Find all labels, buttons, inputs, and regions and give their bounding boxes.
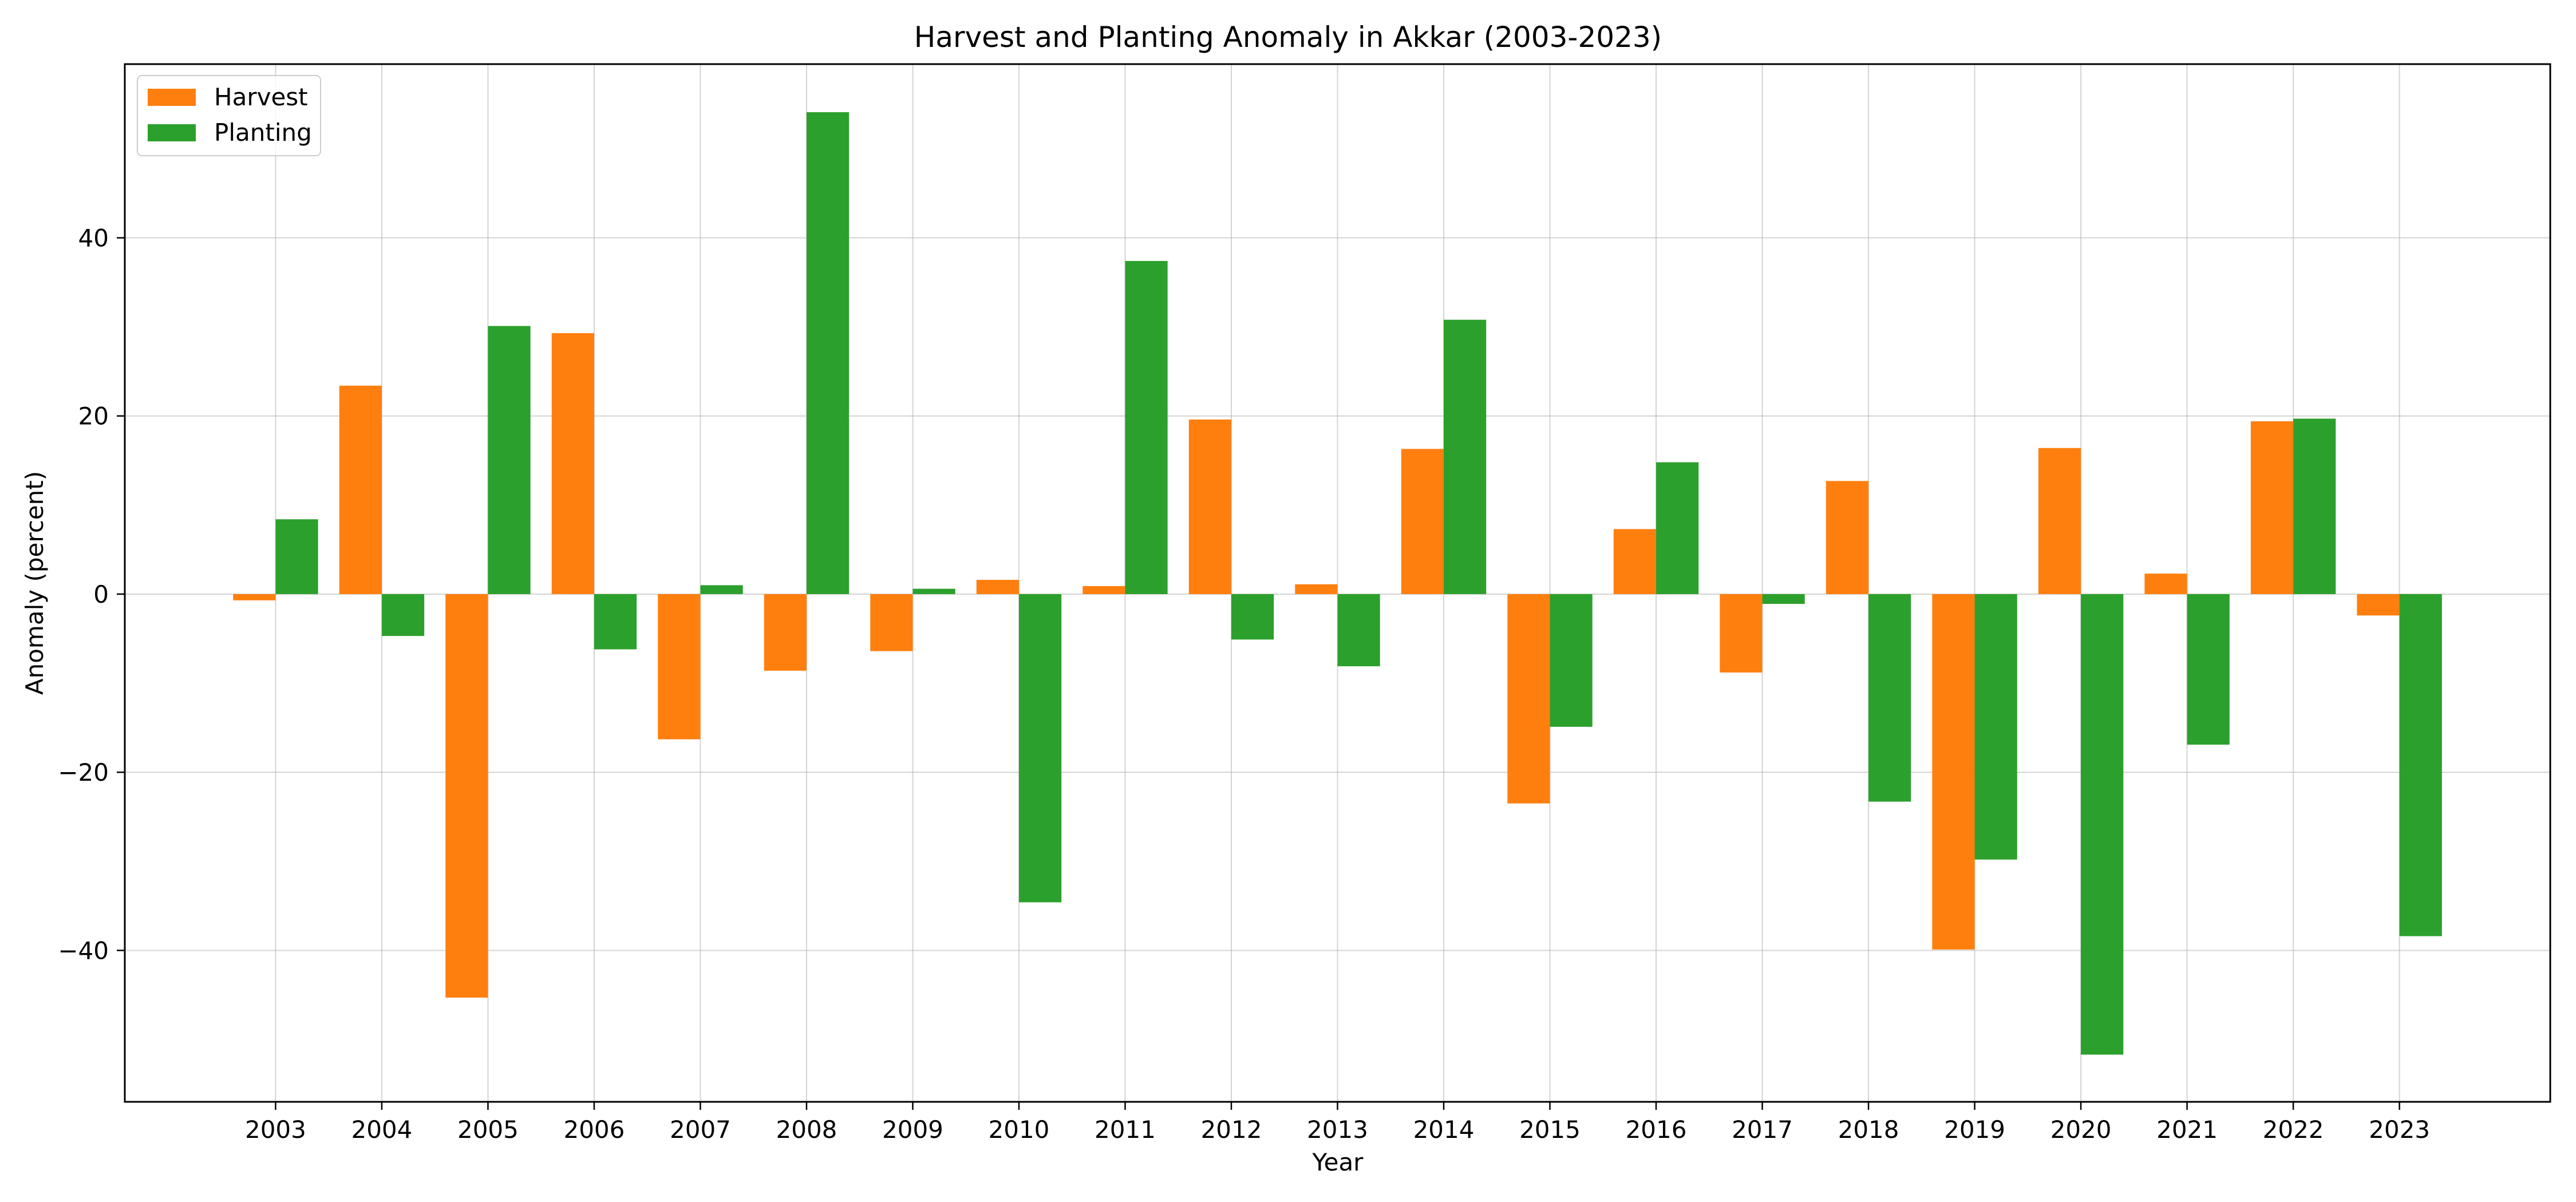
- x-tick-label: 2004: [351, 1116, 412, 1144]
- x-tick-label: 2016: [1626, 1116, 1687, 1144]
- harvest-bar-2012: [1188, 419, 1231, 594]
- harvest-bar-2022: [2250, 421, 2294, 594]
- x-tick-label: 2017: [1732, 1116, 1793, 1144]
- legend-label-harvest: Harvest: [214, 83, 308, 111]
- x-tick-label: 2015: [1519, 1116, 1581, 1144]
- harvest-bar-2010: [976, 580, 1019, 594]
- harvest-bar-2019: [1932, 594, 1975, 950]
- harvest-bar-2020: [2038, 448, 2081, 594]
- planting-bar-2018: [1868, 594, 1911, 802]
- harvest-bar-2018: [1826, 481, 1869, 594]
- y-tick-label: −40: [58, 936, 109, 964]
- harvest-bar-2004: [339, 385, 382, 594]
- planting-bar-2006: [594, 594, 637, 650]
- planting-bar-2009: [912, 588, 955, 594]
- x-tick-label: 2012: [1201, 1116, 1262, 1144]
- x-tick-label: 2019: [1944, 1116, 2005, 1144]
- planting-bar-2011: [1125, 260, 1168, 594]
- planting-bar-2014: [1444, 319, 1487, 594]
- y-tick-label: 20: [78, 402, 109, 430]
- x-tick-label: 2009: [882, 1116, 943, 1144]
- planting-bar-2012: [1231, 594, 1274, 640]
- planting-bar-2016: [1656, 462, 1699, 594]
- harvest-bar-2008: [764, 594, 807, 671]
- planting-bar-2008: [806, 112, 850, 594]
- x-tick-label: 2007: [670, 1116, 731, 1144]
- x-tick-label: 2018: [1838, 1116, 1899, 1144]
- x-tick-label: 2020: [2050, 1116, 2112, 1144]
- planting-bar-2005: [488, 326, 531, 594]
- chart-title: Harvest and Planting Anomaly in Akkar (2…: [914, 21, 1662, 54]
- x-tick-label: 2003: [245, 1116, 306, 1144]
- harvest-bar-2005: [445, 594, 488, 998]
- planting-bar-2013: [1337, 594, 1380, 667]
- y-tick-label: 0: [93, 580, 109, 608]
- planting-bar-2019: [1974, 594, 2017, 860]
- harvest-bar-2006: [551, 333, 594, 594]
- harvest-bar-2013: [1295, 584, 1338, 594]
- harvest-bar-2017: [1720, 594, 1763, 673]
- y-axis-label: Anomaly (percent): [21, 471, 49, 695]
- x-tick-label: 2008: [776, 1116, 837, 1144]
- x-tick-label: 2010: [989, 1116, 1050, 1144]
- x-tick-label: 2011: [1095, 1116, 1156, 1144]
- x-tick-label: 2023: [2369, 1116, 2430, 1144]
- legend-swatch-harvest: [148, 89, 196, 106]
- axes: 2003 2004 2005 2006 2007 2008 2009 2010 2011 2012…: [58, 63, 2551, 1144]
- harvest-bar-2011: [1082, 586, 1125, 594]
- harvest-bar-2007: [658, 594, 701, 740]
- x-tick-label: 2006: [563, 1116, 625, 1144]
- y-tick-label: 40: [78, 224, 109, 252]
- planting-bar-2021: [2187, 594, 2230, 745]
- harvest-bar-2014: [1401, 449, 1444, 594]
- planting-bar-2007: [700, 585, 743, 594]
- planting-bar-2023: [2399, 594, 2442, 936]
- bars: [233, 112, 2442, 1055]
- planting-bar-2015: [1550, 594, 1593, 727]
- x-tick-label: 2014: [1413, 1116, 1475, 1144]
- harvest-bar-2015: [1507, 594, 1550, 804]
- harvest-bar-2003: [233, 594, 276, 600]
- planting-bar-2022: [2293, 418, 2336, 594]
- harvest-bar-2023: [2357, 594, 2400, 616]
- harvest-bar-2016: [1613, 529, 1657, 594]
- x-tick-label: 2013: [1307, 1116, 1368, 1144]
- legend: Harvest Planting: [137, 75, 321, 156]
- planting-bar-2020: [2081, 594, 2124, 1055]
- planting-bar-2017: [1762, 594, 1805, 604]
- x-tick-label: 2005: [457, 1116, 519, 1144]
- planting-bar-2010: [1018, 594, 1062, 903]
- harvest-bar-2021: [2144, 574, 2187, 594]
- legend-swatch-planting: [148, 124, 196, 141]
- legend-label-planting: Planting: [214, 118, 312, 147]
- harvest-bar-2009: [870, 594, 913, 651]
- x-axis-label: Year: [1312, 1148, 1364, 1176]
- y-tick-label: −20: [58, 758, 109, 786]
- planting-bar-2003: [275, 519, 318, 594]
- x-tick-label: 2021: [2156, 1116, 2218, 1144]
- planting-bar-2004: [381, 594, 425, 636]
- x-tick-label: 2022: [2263, 1116, 2324, 1144]
